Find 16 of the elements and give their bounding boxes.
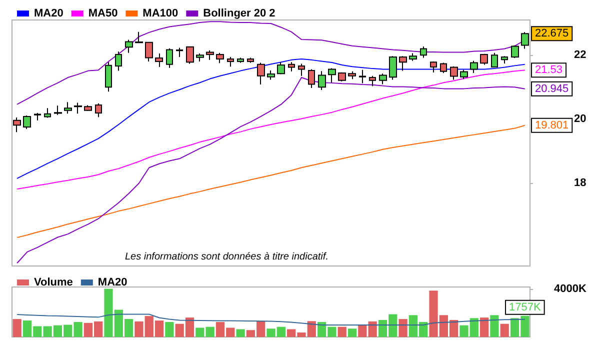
data-label: 21.53 bbox=[535, 64, 563, 76]
y-tick-label: 22 bbox=[574, 49, 586, 62]
y-tick-label: 18 bbox=[574, 176, 586, 189]
legend-label: MA20 bbox=[34, 8, 64, 20]
data-label: 20.945 bbox=[535, 82, 569, 95]
annotation: Les informations sont données à titre indicatif. bbox=[125, 252, 328, 262]
data-label: 19.801 bbox=[535, 119, 569, 132]
y-tick-label: 4000K bbox=[554, 282, 586, 295]
y-tick-label: 20 bbox=[574, 113, 586, 126]
legend-label: Volume bbox=[34, 276, 73, 288]
data-label: 1757K bbox=[509, 301, 542, 314]
legend-label: Bollinger 20 2 bbox=[203, 8, 276, 20]
text: 22.675 bbox=[535, 28, 569, 40]
legend-label: MA100 bbox=[142, 8, 178, 20]
legend-label: MA50 bbox=[88, 8, 118, 20]
legend-label: MA20 bbox=[98, 276, 128, 288]
